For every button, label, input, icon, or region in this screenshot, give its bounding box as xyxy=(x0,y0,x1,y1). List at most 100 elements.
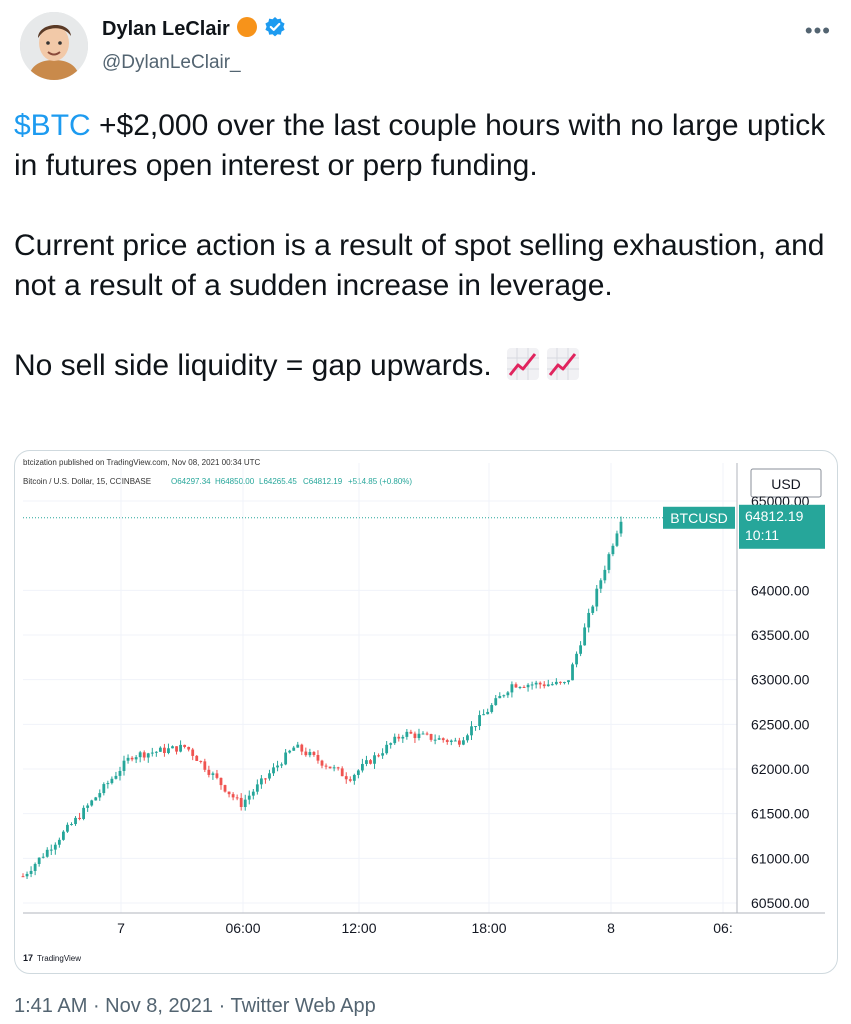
candle-body xyxy=(514,684,518,688)
candle-body xyxy=(522,686,526,688)
cashtag-link[interactable]: $BTC xyxy=(14,109,91,142)
y-axis: 65000.0064000.0063500.0063000.0062500.00… xyxy=(751,493,810,911)
symbol-tag-label: BTCUSD xyxy=(670,510,728,526)
candle-body xyxy=(21,876,25,878)
candle-body xyxy=(546,684,550,687)
candle-body xyxy=(348,779,352,781)
candle-body xyxy=(490,705,494,712)
candle-body xyxy=(41,856,45,858)
tweet-header: Dylan LeClair @DylanLeClair_ ••• xyxy=(14,8,839,88)
verified-badge-icon xyxy=(264,16,286,43)
candle-body xyxy=(49,849,53,851)
candle-body xyxy=(167,748,170,754)
tweet-date[interactable]: Nov 8, 2021 xyxy=(105,995,214,1017)
candle-body xyxy=(94,797,98,801)
candle-body xyxy=(154,751,158,753)
candle-body xyxy=(45,849,49,857)
candle-body xyxy=(199,760,203,762)
candle-body xyxy=(401,736,405,739)
candle-body xyxy=(619,521,623,534)
candle-body xyxy=(571,664,574,681)
chart-ohlc-close: C64812.19 xyxy=(303,477,343,486)
candle-body xyxy=(62,831,65,840)
candle-body xyxy=(175,746,178,752)
candle-body xyxy=(187,746,191,750)
candle-body xyxy=(191,749,195,756)
candle-body xyxy=(389,743,393,745)
candle-body xyxy=(114,775,118,779)
candle-body xyxy=(207,769,211,775)
candle-body xyxy=(328,766,332,769)
candle-body xyxy=(37,857,41,864)
candle-body xyxy=(413,733,417,739)
avatar[interactable] xyxy=(20,12,88,80)
candle-body xyxy=(223,785,227,792)
tweet-time[interactable]: 1:41 AM xyxy=(14,995,88,1017)
candle-body xyxy=(219,777,223,786)
svg-text:17: 17 xyxy=(23,953,33,963)
more-options-icon[interactable]: ••• xyxy=(804,18,831,43)
candle-body xyxy=(510,684,514,693)
y-tick-label: 60500.00 xyxy=(751,895,810,911)
candle-body xyxy=(276,765,279,768)
candle-body xyxy=(171,746,174,749)
tweet-paragraph-1-text: +$2,000 over the last couple hours with … xyxy=(14,109,826,182)
candle-body xyxy=(280,764,283,766)
candle-body xyxy=(417,733,421,739)
tweet-source[interactable]: Twitter Web App xyxy=(230,995,376,1017)
author-name[interactable]: Dylan LeClair xyxy=(102,18,230,40)
candle-body xyxy=(554,681,558,685)
candle-body xyxy=(466,735,469,741)
chart-image[interactable]: btcization published on TradingView.com,… xyxy=(14,450,838,974)
candle-body xyxy=(567,680,570,683)
candle-body xyxy=(393,736,397,744)
candle-body xyxy=(449,740,453,742)
x-tick-label: 12:00 xyxy=(341,920,376,936)
tweet-paragraph-3: No sell side liquidity = gap upwards. xyxy=(14,346,844,386)
candle-body xyxy=(526,684,530,688)
candle-body xyxy=(300,744,304,752)
candle-body xyxy=(251,791,255,796)
candle-body xyxy=(332,767,336,769)
y-tick-label: 63000.00 xyxy=(751,672,810,688)
candle-body xyxy=(498,696,502,699)
candle-body xyxy=(247,795,251,800)
candle-body xyxy=(550,684,554,686)
x-tick-label: 06: xyxy=(713,920,732,936)
chart-publisher: btcization published on TradingView.com,… xyxy=(23,458,261,467)
chart-ohlc-high: H64850.00 xyxy=(215,477,255,486)
currency-box[interactable] xyxy=(750,468,822,498)
candle-body xyxy=(33,863,37,871)
candle-body xyxy=(118,770,122,776)
candle-body xyxy=(595,588,599,607)
candle-body xyxy=(53,844,57,850)
candle-body xyxy=(575,653,578,665)
candle-body xyxy=(304,751,308,756)
candle-body xyxy=(320,760,324,766)
chart-ohlc-change: +514.85 (+0.80%) xyxy=(348,477,412,486)
x-tick-label: 18:00 xyxy=(471,920,506,936)
candle-body xyxy=(308,752,312,756)
x-tick-label: 7 xyxy=(117,920,125,936)
tweet-text: $BTC +$2,000 over the last couple hours … xyxy=(14,106,844,386)
candle-body xyxy=(259,778,263,785)
candle-body xyxy=(587,612,591,628)
candle-body xyxy=(405,731,409,737)
candle-body xyxy=(542,684,546,687)
candle-body xyxy=(445,740,449,742)
candle-body xyxy=(563,682,566,684)
chart-ohlc-open: O64297.34 xyxy=(171,477,211,486)
btc-price-chart: btcization published on TradingView.com,… xyxy=(21,458,825,963)
x-axis: 7 06:00 12:00 18:00 8 06: xyxy=(117,920,733,936)
candle-body xyxy=(409,731,413,734)
candle-body xyxy=(150,752,154,754)
candle-body xyxy=(272,767,275,774)
candle-body xyxy=(29,870,33,874)
author-handle[interactable]: @DylanLeClair_ xyxy=(102,52,241,73)
candle-body xyxy=(373,755,376,764)
candle-body xyxy=(203,761,207,770)
candle-body xyxy=(615,533,619,546)
candle-body xyxy=(336,767,340,769)
candle-body xyxy=(607,554,611,570)
candle-body xyxy=(227,791,231,795)
